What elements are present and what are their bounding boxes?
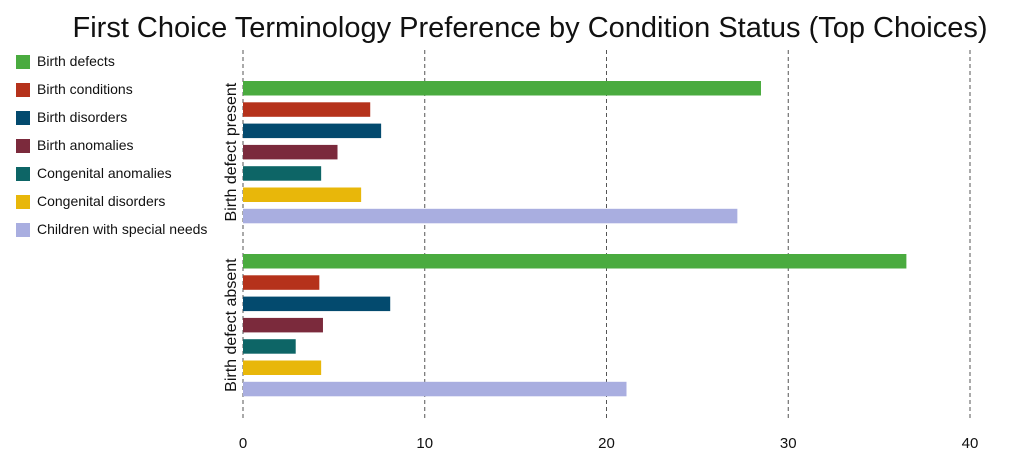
legend-item: Birth anomalies	[16, 136, 216, 164]
group-label: Birth defect absent	[223, 258, 240, 392]
legend-item: Congenital anomalies	[16, 164, 216, 192]
legend-swatch	[16, 111, 30, 125]
group-label: Birth defect present	[223, 82, 240, 221]
legend-swatch	[16, 139, 30, 153]
bar	[243, 123, 382, 139]
bar	[243, 208, 738, 224]
legend-item: Children with special needs	[16, 220, 216, 248]
bar	[243, 166, 322, 181]
x-tick-label: 40	[962, 435, 979, 452]
legend-label: Children with special needs	[37, 221, 208, 237]
legend-label: Congenital anomalies	[37, 165, 172, 181]
legend: Birth defects Birth conditions Birth disor…	[16, 52, 216, 248]
bar	[243, 144, 338, 160]
bar	[243, 296, 391, 312]
bar	[243, 81, 761, 96]
x-tick-label: 0	[239, 435, 247, 452]
bar	[243, 102, 371, 117]
x-tick-label: 30	[780, 435, 797, 452]
bar	[243, 275, 320, 290]
legend-label: Birth anomalies	[37, 137, 134, 153]
legend-label: Birth conditions	[37, 81, 133, 97]
legend-swatch	[16, 167, 30, 181]
legend-label: Birth defects	[37, 53, 115, 69]
legend-item: Birth disorders	[16, 108, 216, 136]
bar	[243, 339, 296, 354]
legend-swatch	[16, 55, 30, 69]
bar	[243, 254, 907, 269]
legend-label: Birth disorders	[37, 109, 128, 125]
legend-label: Congenital disorders	[37, 193, 166, 209]
legend-swatch	[16, 83, 30, 97]
legend-item: Birth defects	[16, 52, 216, 80]
bar	[243, 381, 627, 397]
chart-title: First Choice Terminology Preference by C…	[72, 12, 988, 44]
bar	[243, 360, 322, 375]
legend-swatch	[16, 223, 30, 237]
legend-swatch	[16, 195, 30, 209]
bar	[243, 317, 323, 333]
legend-item: Birth conditions	[16, 80, 216, 108]
x-tick-label: 20	[598, 435, 615, 452]
bar	[243, 187, 362, 202]
x-tick-label: 10	[416, 435, 433, 452]
legend-item: Congenital disorders	[16, 192, 216, 220]
